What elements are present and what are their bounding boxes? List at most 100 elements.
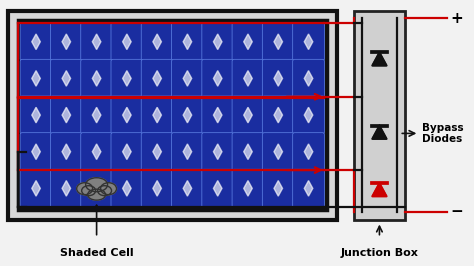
Polygon shape [372,183,387,196]
Polygon shape [92,34,101,49]
Ellipse shape [88,189,106,200]
FancyBboxPatch shape [20,96,52,134]
Ellipse shape [77,183,92,195]
Polygon shape [244,181,252,196]
Polygon shape [32,71,40,86]
FancyBboxPatch shape [20,23,52,61]
FancyBboxPatch shape [111,59,143,98]
FancyBboxPatch shape [232,96,264,134]
FancyBboxPatch shape [81,133,112,171]
Bar [8,10,337,220]
FancyBboxPatch shape [20,169,52,207]
FancyBboxPatch shape [20,59,52,98]
Polygon shape [213,144,222,160]
Polygon shape [274,144,283,160]
FancyBboxPatch shape [81,59,112,98]
Polygon shape [32,144,40,160]
FancyBboxPatch shape [172,23,203,61]
FancyBboxPatch shape [202,169,234,207]
Polygon shape [62,144,71,160]
FancyBboxPatch shape [172,133,203,171]
Polygon shape [153,144,162,160]
Polygon shape [32,107,40,123]
Text: Shaded Cell: Shaded Cell [60,248,133,257]
FancyBboxPatch shape [141,23,173,61]
Polygon shape [32,34,40,49]
Polygon shape [92,107,101,123]
Polygon shape [62,181,71,196]
Polygon shape [274,34,283,49]
Polygon shape [153,71,162,86]
Ellipse shape [98,186,111,196]
Polygon shape [213,107,222,123]
Polygon shape [153,34,162,49]
FancyBboxPatch shape [232,133,264,171]
Polygon shape [92,181,101,196]
FancyBboxPatch shape [50,133,82,171]
Text: +: + [450,11,463,26]
FancyBboxPatch shape [292,23,324,61]
Ellipse shape [100,183,117,195]
FancyBboxPatch shape [50,169,82,207]
Polygon shape [123,144,131,160]
FancyBboxPatch shape [141,96,173,134]
Polygon shape [92,71,101,86]
Polygon shape [123,34,131,49]
Polygon shape [183,34,191,49]
Polygon shape [244,71,252,86]
FancyBboxPatch shape [111,23,143,61]
FancyBboxPatch shape [172,96,203,134]
FancyBboxPatch shape [232,23,264,61]
Polygon shape [274,71,283,86]
Polygon shape [304,144,313,160]
Ellipse shape [86,178,108,192]
Ellipse shape [82,186,96,196]
FancyBboxPatch shape [111,96,143,134]
Polygon shape [372,52,387,66]
FancyBboxPatch shape [202,59,234,98]
Polygon shape [153,181,162,196]
FancyBboxPatch shape [50,59,82,98]
Polygon shape [183,71,191,86]
FancyBboxPatch shape [172,169,203,207]
Polygon shape [304,34,313,49]
Polygon shape [123,181,131,196]
Polygon shape [153,107,162,123]
FancyBboxPatch shape [111,133,143,171]
FancyBboxPatch shape [81,96,112,134]
Polygon shape [304,181,313,196]
FancyBboxPatch shape [292,169,324,207]
Text: Bypass
Diodes: Bypass Diodes [422,123,464,144]
Polygon shape [372,126,387,139]
Polygon shape [183,181,191,196]
FancyBboxPatch shape [81,169,112,207]
FancyBboxPatch shape [232,59,264,98]
Polygon shape [274,181,283,196]
FancyBboxPatch shape [202,23,234,61]
Polygon shape [32,181,40,196]
FancyBboxPatch shape [50,23,82,61]
Polygon shape [62,107,71,123]
FancyBboxPatch shape [263,133,294,171]
Polygon shape [213,34,222,49]
FancyBboxPatch shape [292,133,324,171]
Polygon shape [123,71,131,86]
FancyBboxPatch shape [81,23,112,61]
FancyBboxPatch shape [111,169,143,207]
FancyBboxPatch shape [141,59,173,98]
FancyBboxPatch shape [263,59,294,98]
FancyBboxPatch shape [292,96,324,134]
FancyBboxPatch shape [263,96,294,134]
Text: −: − [450,204,463,219]
FancyBboxPatch shape [141,133,173,171]
Polygon shape [304,71,313,86]
Polygon shape [62,34,71,49]
FancyBboxPatch shape [172,59,203,98]
Polygon shape [123,107,131,123]
FancyBboxPatch shape [232,169,264,207]
Bar [354,10,405,220]
Polygon shape [183,144,191,160]
Polygon shape [304,107,313,123]
FancyBboxPatch shape [263,23,294,61]
Polygon shape [183,107,191,123]
